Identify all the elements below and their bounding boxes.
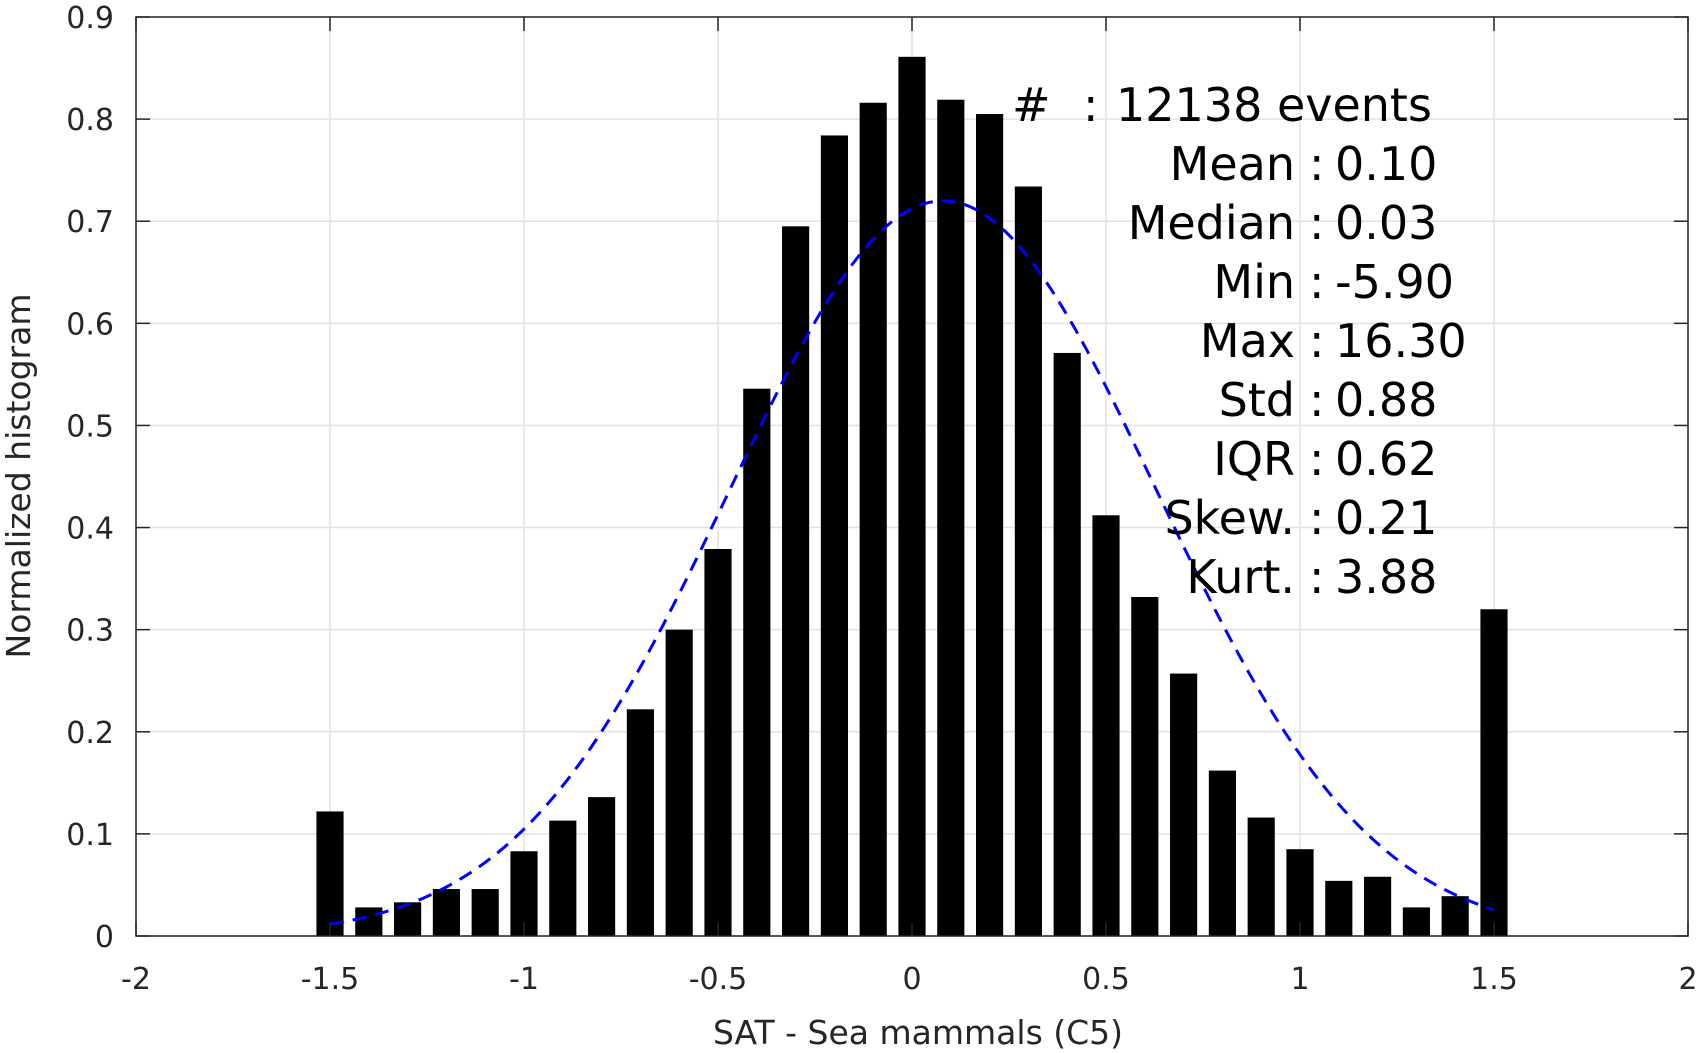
stats-row: Kurt.:3.88: [1186, 550, 1437, 604]
histogram-bar: [316, 811, 344, 936]
stats-row: Max:16.30: [1200, 314, 1467, 368]
x-tick-label: -1.5: [301, 962, 360, 997]
stats-value: 0.10: [1335, 137, 1437, 191]
y-tick-label: 0.8: [66, 103, 114, 138]
stats-value: 3.88: [1335, 550, 1437, 604]
x-tick-label: -2: [121, 962, 151, 997]
stats-separator: :: [1309, 373, 1325, 427]
stats-value: 0.03: [1335, 196, 1437, 250]
x-tick-label: 1.5: [1470, 962, 1518, 997]
histogram-bar: [1480, 609, 1508, 936]
stats-separator: :: [1309, 137, 1325, 191]
stats-label: Skew.: [1164, 491, 1295, 545]
histogram-bar: [1170, 673, 1198, 936]
histogram-bar: [355, 907, 383, 936]
y-tick-label: 0.3: [66, 614, 114, 649]
histogram-bar: [1053, 352, 1081, 936]
histogram-bar: [1014, 186, 1042, 936]
histogram-bar: [432, 889, 460, 936]
stats-separator: :: [1309, 432, 1325, 486]
x-tick-label: -1: [509, 962, 539, 997]
stats-row: Min: -5.90: [1213, 255, 1454, 309]
y-tick-labels: 0 0.1 0.2 0.3 0.4 0.5 0.6 0.7 0.8 0.9: [66, 1, 114, 955]
x-tick-label: 0: [902, 962, 921, 997]
histogram-bar: [1208, 770, 1236, 936]
histogram-bar: [859, 102, 887, 937]
stats-row: IQR:0.62: [1213, 432, 1437, 486]
histogram-bar: [1286, 849, 1314, 936]
x-tick-label: 0.5: [1082, 962, 1130, 997]
y-tick-label: 0.6: [66, 307, 114, 342]
y-tick-label: 0.2: [66, 716, 114, 751]
stats-separator: :: [1309, 491, 1325, 545]
histogram-bar: [626, 709, 654, 936]
y-tick-label: 0.9: [66, 1, 114, 36]
x-tick-labels: -2 -1.5 -1 -0.5 0 0.5 1 1.5 2: [121, 962, 1698, 997]
stats-separator: :: [1309, 255, 1325, 309]
stats-label: Kurt.: [1186, 550, 1295, 604]
histogram-bar: [743, 388, 771, 936]
stats-label: Mean: [1170, 137, 1295, 191]
stats-value: -5.90: [1335, 255, 1454, 309]
histogram-bar: [1364, 876, 1392, 936]
histogram-bar: [1441, 896, 1469, 936]
histogram-bar: [588, 797, 616, 936]
histogram-bar: [1402, 907, 1430, 936]
stats-label: Min: [1213, 255, 1295, 309]
stats-row: Mean:0.10: [1170, 137, 1438, 191]
stats-separator: :: [1083, 78, 1099, 132]
histogram-bar: [704, 548, 732, 936]
histogram-bar: [471, 889, 499, 936]
stats-label: #: [1012, 78, 1051, 132]
stats-value: 0.88: [1335, 373, 1437, 427]
stats-separator: :: [1309, 314, 1325, 368]
histogram-bar: [937, 99, 965, 936]
stats-value: 12138 events: [1116, 78, 1432, 132]
stats-row: Skew.:0.21: [1164, 491, 1437, 545]
stats-label: Max: [1200, 314, 1295, 368]
y-tick-label: 0.7: [66, 205, 114, 240]
x-tick-label: 1: [1290, 962, 1309, 997]
histogram-bar: [782, 226, 810, 937]
x-tick-label: -0.5: [689, 962, 748, 997]
axis-ticks: [135, 16, 1689, 937]
stats-label: IQR: [1213, 432, 1295, 486]
stats-separator: :: [1309, 196, 1325, 250]
stats-row: Std:0.88: [1219, 373, 1438, 427]
histogram-bar: [1325, 880, 1353, 936]
stats-value: 0.62: [1335, 432, 1437, 486]
stats-label: Median: [1128, 196, 1295, 250]
normal-fit-curve: [329, 199, 1495, 926]
stats-separator: :: [1309, 550, 1325, 604]
histogram-bar: [898, 56, 926, 936]
x-tick-label: 2: [1678, 962, 1697, 997]
histogram-bar: [665, 629, 693, 936]
histogram-bar: [1131, 596, 1159, 936]
histogram-bar: [1247, 817, 1275, 936]
stats-value: 16.30: [1335, 314, 1467, 368]
y-tick-label: 0.5: [66, 409, 114, 444]
y-tick-label: 0.4: [66, 512, 114, 547]
histogram-bar: [1092, 515, 1120, 936]
histogram-bar: [976, 114, 1004, 936]
y-tick-label: 0.1: [66, 818, 114, 853]
histogram-bars: [316, 56, 1508, 937]
histogram-bar: [549, 820, 577, 936]
y-axis-label: Normalized histogram: [0, 294, 38, 659]
stats-row: #:12138 events: [1012, 78, 1432, 132]
y-tick-label: 0: [95, 920, 114, 955]
histogram-bar: [820, 135, 848, 937]
x-axis-label: SAT - Sea mammals (C5): [713, 1013, 1123, 1052]
stats-label: Std: [1219, 373, 1295, 427]
stats-row: Median:0.03: [1128, 196, 1438, 250]
histogram-bar: [510, 851, 538, 936]
stats-value: 0.21: [1335, 491, 1437, 545]
